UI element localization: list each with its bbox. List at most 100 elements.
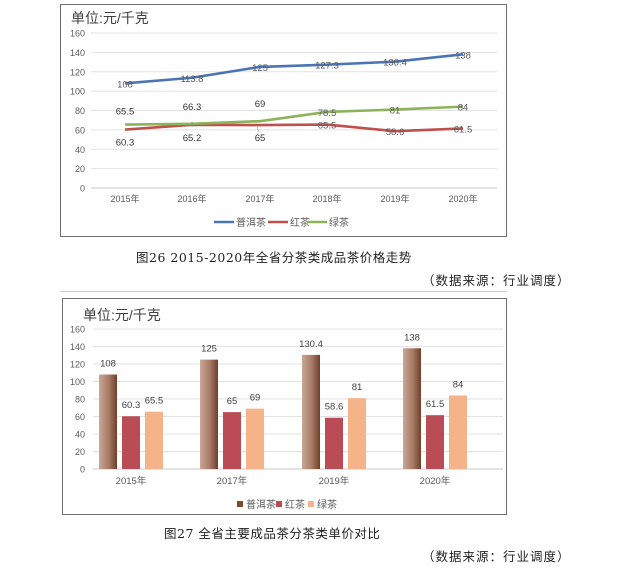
data-label: 61.5: [426, 399, 445, 410]
x-tick-label: 2019年: [380, 193, 409, 204]
puer-bar: [403, 348, 421, 469]
data-label: 138: [455, 50, 471, 61]
lvcha-bar: [348, 398, 366, 469]
data-label: 66.3: [183, 102, 202, 113]
legend-label: 普洱茶: [236, 216, 266, 229]
lvcha-bar: [145, 411, 163, 469]
x-axis-ticks: 2015年 2016年 2017年 2018年 2019年 2020年: [110, 193, 477, 204]
y-tick-label: 140: [70, 342, 85, 352]
x-tick-label: 2020年: [448, 193, 477, 204]
puer-bar-legend-swatch: [237, 501, 243, 507]
data-labels: 108 60.3 65.5 125 65 69 130.4 58.6 81 138 61.5 84: [100, 332, 463, 412]
data-label: 69: [255, 99, 266, 110]
y-tick-label: 60: [75, 125, 85, 135]
hongcha-bar: [325, 417, 343, 469]
chart-unit-title: 单位:元/千克: [83, 307, 161, 323]
y-tick-label: 0: [80, 184, 85, 194]
x-tick-label: 2019年: [319, 475, 350, 487]
data-label: 130.4: [383, 58, 407, 69]
x-tick-label: 2018年: [312, 193, 341, 204]
bar-chart: 单位:元/千克 0 20 40 60 80 100 120 140 160 108 60.3 65.…: [70, 307, 503, 511]
chart-legend: 普洱茶 红茶 绿茶: [237, 498, 337, 511]
y-tick-label: 100: [70, 87, 85, 97]
data-label: 61.5: [454, 124, 473, 135]
leader-line: [256, 126, 260, 133]
puer-bar: [99, 374, 117, 469]
y-tick-label: 160: [70, 29, 85, 39]
bar-series: [99, 348, 467, 469]
x-axis-ticks: 2015年 2017年 2019年 2020年: [116, 475, 451, 487]
hongcha-bar: [122, 416, 140, 469]
legend-label: 普洱茶: [246, 498, 276, 511]
data-label: 108: [117, 79, 133, 90]
y-tick-label: 20: [75, 164, 85, 174]
data-label: 60.3: [122, 400, 141, 411]
data-label: 125: [201, 344, 217, 355]
hongcha-bar: [426, 415, 444, 469]
x-tick-label: 2015年: [116, 475, 147, 487]
data-label: 113.8: [180, 74, 203, 85]
y-axis-ticks: 0 20 40 60 80 100 120 140 160: [70, 325, 85, 475]
lvcha-bar: [449, 395, 467, 469]
data-label: 58.6: [386, 127, 405, 138]
x-tick-label: 2020年: [420, 475, 451, 487]
y-tick-label: 20: [75, 447, 85, 457]
data-label: 138: [404, 332, 420, 343]
data-labels: 108 113.8 125 127.3 130.4 138 60.3 65.2 65 65.5 58…: [116, 50, 473, 148]
data-label: 65.2: [183, 133, 202, 144]
bar-chart-frame: 单位:元/千克 0 20 40 60 80 100 120 140 160 108 60.3 65.…: [62, 298, 507, 515]
data-label: 60.3: [116, 138, 135, 149]
data-label: 65: [255, 133, 266, 144]
y-tick-label: 40: [75, 145, 85, 155]
data-label: 81: [390, 106, 401, 117]
line-series: [124, 53, 464, 133]
chart-legend: 普洱茶 红茶 绿茶: [214, 216, 349, 229]
data-label: 81: [352, 382, 363, 393]
y-tick-label: 0: [80, 465, 85, 475]
x-tick-label: 2017年: [217, 475, 248, 487]
data-label: 84: [458, 103, 469, 114]
legend-label: 绿茶: [329, 216, 349, 229]
y-gridlines: [91, 32, 497, 189]
puer-bar: [200, 359, 218, 469]
data-label: 125: [252, 63, 268, 74]
data-label: 65.5: [116, 107, 135, 118]
data-label: 65.5: [145, 396, 164, 407]
puer-bar: [302, 354, 320, 469]
chart-unit-title: 单位:元/千克: [71, 10, 149, 26]
y-tick-label: 140: [70, 48, 85, 58]
y-tick-label: 120: [70, 360, 85, 370]
lvcha-line: [124, 105, 464, 126]
hongcha-line: [124, 123, 464, 133]
figure-26-source: （数据来源：行业调度）: [422, 273, 571, 288]
y-tick-label: 100: [70, 377, 85, 387]
y-tick-label: 160: [70, 325, 85, 335]
legend-label: 红茶: [285, 498, 305, 511]
data-label: 78.5: [318, 108, 337, 119]
divider: [60, 291, 507, 292]
data-label: 65.5: [318, 121, 337, 132]
lvcha-bar-legend-swatch: [308, 501, 314, 507]
puer-line: [124, 53, 464, 85]
hongcha-bar: [223, 412, 241, 469]
lvcha-bar: [246, 408, 264, 469]
x-tick-label: 2017年: [245, 193, 274, 204]
y-tick-label: 80: [75, 395, 85, 405]
figure-27-caption: 图27 全省主要成品茶分茶类单价对比: [164, 526, 381, 541]
y-tick-label: 120: [70, 67, 85, 77]
legend-label: 绿茶: [317, 498, 337, 511]
line-chart: 单位:元/千克 0 20 40 60 80 100 120 140 160 2015年 2016年…: [70, 10, 497, 229]
y-tick-label: 40: [75, 430, 85, 440]
y-axis-ticks: 0 20 40 60 80 100 120 140 160: [70, 29, 85, 194]
data-label: 69: [250, 393, 261, 404]
figure-27-source: （数据来源：行业调度）: [422, 549, 571, 564]
data-label: 65: [227, 396, 238, 407]
line-chart-frame: 单位:元/千克 0 20 40 60 80 100 120 140 160 2015年 2016年…: [60, 4, 507, 237]
data-label: 58.6: [325, 402, 344, 413]
y-tick-label: 80: [75, 106, 85, 116]
y-tick-label: 60: [75, 412, 85, 422]
data-label: 84: [453, 380, 464, 391]
x-tick-label: 2016年: [177, 193, 206, 204]
figure-26-caption: 图26 2015-2020年全省分茶类成品茶价格走势: [136, 250, 412, 265]
data-label: 127.3: [315, 61, 339, 72]
